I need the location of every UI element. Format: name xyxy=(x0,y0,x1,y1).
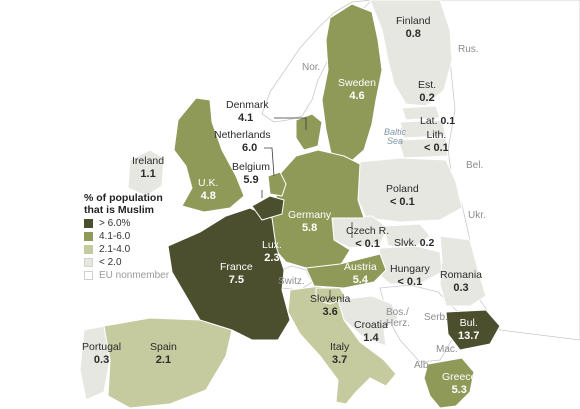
region-latvia xyxy=(399,119,447,139)
region-slovenia xyxy=(315,287,347,305)
label-serbia: Serb. xyxy=(424,312,448,323)
label-baltic-sea: Baltic Sea xyxy=(383,127,406,147)
region-france xyxy=(167,207,291,341)
label-luxembourg: Lux. 2.3 xyxy=(262,239,282,264)
legend-item: 4.1-6.0 xyxy=(84,231,204,242)
label-albania: Alb. xyxy=(414,360,432,371)
region-italy xyxy=(287,285,397,405)
label-norway: Nor. xyxy=(302,62,321,73)
region-romania xyxy=(439,235,487,307)
label-netherlands: Netherlands 6.0 xyxy=(214,129,271,154)
label-sweden: Sweden 4.6 xyxy=(338,77,376,102)
label-lithuania: Lith. < 0.1 xyxy=(424,129,449,154)
label-france: France 7.5 xyxy=(220,261,253,286)
region-ireland xyxy=(127,149,165,197)
legend: % of population that is Muslim > 6.0% 4.… xyxy=(84,192,204,281)
legend-item: > 6.0% xyxy=(84,218,204,229)
label-latvia: Lat. 0.1 xyxy=(420,115,456,127)
label-portugal: Portugal 0.3 xyxy=(82,341,122,366)
label-macedonia: Mac. xyxy=(436,344,458,355)
legend-label: EU nonmember xyxy=(99,270,170,282)
label-finland: Finland 0.8 xyxy=(396,15,431,40)
region-sweden xyxy=(321,3,383,165)
legend-swatch xyxy=(84,271,93,281)
legend-swatch xyxy=(84,219,93,229)
label-italy: Italy 3.7 xyxy=(330,341,350,366)
label-denmark: Denmark 4.1 xyxy=(226,99,269,124)
region-belgium xyxy=(251,195,285,221)
legend-label: > 6.0% xyxy=(99,218,131,230)
leader-netherlands xyxy=(264,147,275,177)
region-spain xyxy=(103,317,233,409)
label-slovenia: Slovenia 3.6 xyxy=(310,293,351,318)
legend-item: 2.1-4.0 xyxy=(84,244,204,255)
region-netherlands xyxy=(267,171,287,197)
label-uk: U.K. 4.8 xyxy=(198,177,219,202)
legend-item: EU nonmember xyxy=(84,270,204,281)
region-uk xyxy=(173,97,245,213)
region-finland xyxy=(369,0,453,107)
legend-swatch xyxy=(84,258,93,268)
region-estonia xyxy=(401,105,441,121)
region-austria xyxy=(305,253,387,289)
label-czech: Czech R. < 0.1 xyxy=(346,225,390,250)
leader-denmark xyxy=(274,117,307,130)
legend-label: < 2.0 xyxy=(99,257,122,269)
label-switzerland: Switz. xyxy=(278,276,305,287)
region-slovakia xyxy=(383,223,431,247)
label-ireland: Ireland 1.1 xyxy=(132,155,165,180)
legend-swatch xyxy=(84,232,93,242)
label-slovakia: Slvk. 0.2 xyxy=(394,237,435,249)
label-austria: Austria 5.4 xyxy=(344,261,377,286)
label-greece: Greece 5.3 xyxy=(442,371,477,396)
region-lithuania xyxy=(397,137,449,159)
region-bulgaria xyxy=(445,309,501,351)
region-balkans xyxy=(379,284,459,363)
legend-item: < 2.0 xyxy=(84,257,204,268)
label-ukraine: Ukr. xyxy=(468,210,486,221)
label-bosnia: Bos./ Herz. xyxy=(386,307,410,329)
label-romania: Romania 0.3 xyxy=(440,269,483,294)
label-croatia: Croatia 1.4 xyxy=(354,319,388,344)
label-belgium: Belgium 5.9 xyxy=(232,161,270,186)
label-germany: Germany 5.8 xyxy=(288,209,332,234)
label-russia: Rus. xyxy=(458,44,479,55)
region-croatia xyxy=(335,295,399,347)
label-hungary: Hungary < 0.1 xyxy=(390,263,430,288)
region-greece xyxy=(423,357,475,409)
label-belarus: Bel. xyxy=(466,160,484,171)
region-denmark xyxy=(295,113,323,151)
legend-title: % of population that is Muslim xyxy=(84,192,163,217)
legend-swatch xyxy=(84,245,93,255)
label-estonia: Est. 0.2 xyxy=(418,79,437,104)
label-bulgaria: Bul. 13.7 xyxy=(458,317,480,342)
legend-label: 4.1-6.0 xyxy=(99,231,131,243)
label-spain: Spain 2.1 xyxy=(150,341,177,366)
legend-label: 2.1-4.0 xyxy=(99,244,131,256)
label-poland: Poland < 0.1 xyxy=(386,183,419,208)
